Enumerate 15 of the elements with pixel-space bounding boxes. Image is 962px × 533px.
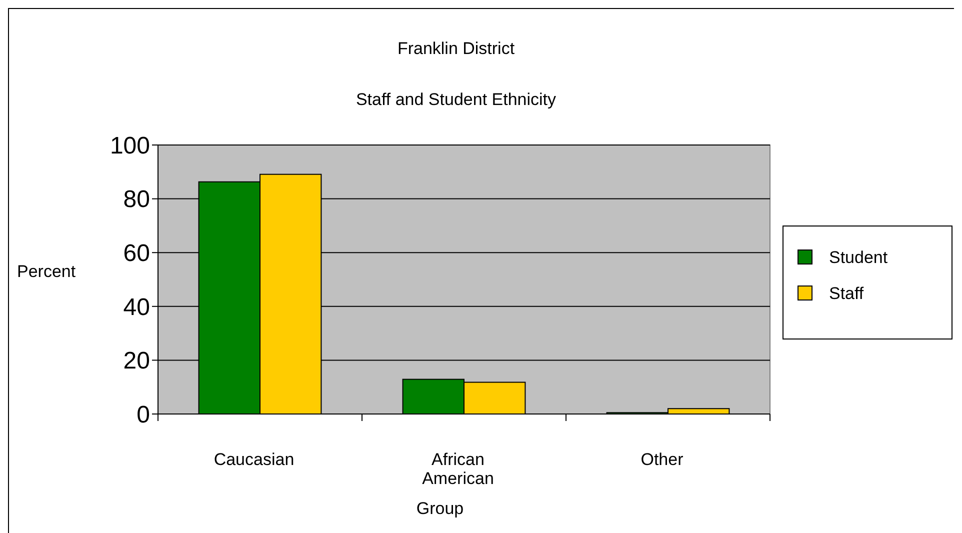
y-axis-title: Percent <box>17 262 76 281</box>
chart-title: Franklin District <box>397 39 515 58</box>
chart-subtitle: Staff and Student Ethnicity <box>356 90 557 109</box>
y-tick-label: 20 <box>123 348 150 375</box>
x-tick-label: Caucasian <box>214 450 294 469</box>
legend-label: Student <box>829 248 888 267</box>
legend-label: Staff <box>829 284 864 303</box>
x-tick-label: Other <box>640 450 684 469</box>
y-tick-label: 0 <box>136 401 150 428</box>
y-tick-label: 80 <box>123 186 150 214</box>
y-tick-label: 60 <box>123 240 150 267</box>
y-tick-label: 40 <box>123 294 150 321</box>
x-axis-title: Group <box>416 499 464 518</box>
y-tick-label: 100 <box>110 132 150 160</box>
x-tick-label: African American <box>422 450 494 488</box>
